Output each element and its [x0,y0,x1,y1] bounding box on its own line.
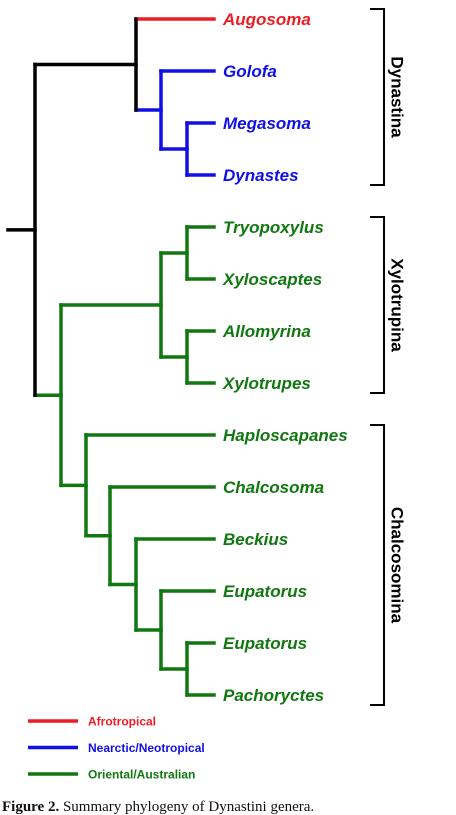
bracket-xylotrupina [370,216,385,394]
taxon-pachoryctes: Pachoryctes [223,686,324,705]
clade-label-dynastina: Dynastina [388,56,407,138]
tree-branches [6,17,216,697]
taxon-dynastes: Dynastes [223,166,299,185]
clade-brackets: Dynastina Xylotrupina Chalcosomina [370,8,407,706]
figure-caption: Figure 2. Summary phylogeny of Dynastini… [2,799,454,815]
caption-label: Figure 2. [2,799,60,815]
taxon-golofa: Golofa [223,62,277,81]
taxon-megasoma: Megasoma [223,114,311,133]
bracket-dynastina [370,8,385,186]
taxon-allomyrina: Allomyrina [222,322,311,341]
taxon-eupatorus-12: Eupatorus [223,634,307,653]
legend-label-neotropical: Nearctic/Neotropical [88,741,205,755]
taxon-xylotrupes: Xylotrupes [222,374,311,393]
region-legend: Afrotropical Nearctic/Neotropical Oriental… [28,715,205,782]
bracket-chalcosomina [370,424,385,706]
clade-label-xylotrupina: Xylotrupina [388,258,407,352]
taxon-eupatorus-11: Eupatorus [223,582,307,601]
taxon-xyloscaptes: Xyloscaptes [222,270,322,289]
taxon-chalcosoma: Chalcosoma [223,478,324,497]
taxon-labels: Augosoma Golofa Megasoma Dynastes Tryopoxylu… [222,10,348,705]
legend-label-afrotropical: Afrotropical [88,715,156,729]
taxon-haploscapanes: Haploscapanes [223,426,348,445]
taxon-beckius: Beckius [223,530,288,549]
taxon-augosoma: Augosoma [222,10,311,29]
clade-label-chalcosomina: Chalcosomina [388,507,407,624]
caption-text: Summary phylogeny of Dynastini genera. [62,799,315,815]
taxon-tryopoxylus: Tryopoxylus [223,218,324,237]
legend-label-oriental: Oriental/Australian [88,768,195,782]
